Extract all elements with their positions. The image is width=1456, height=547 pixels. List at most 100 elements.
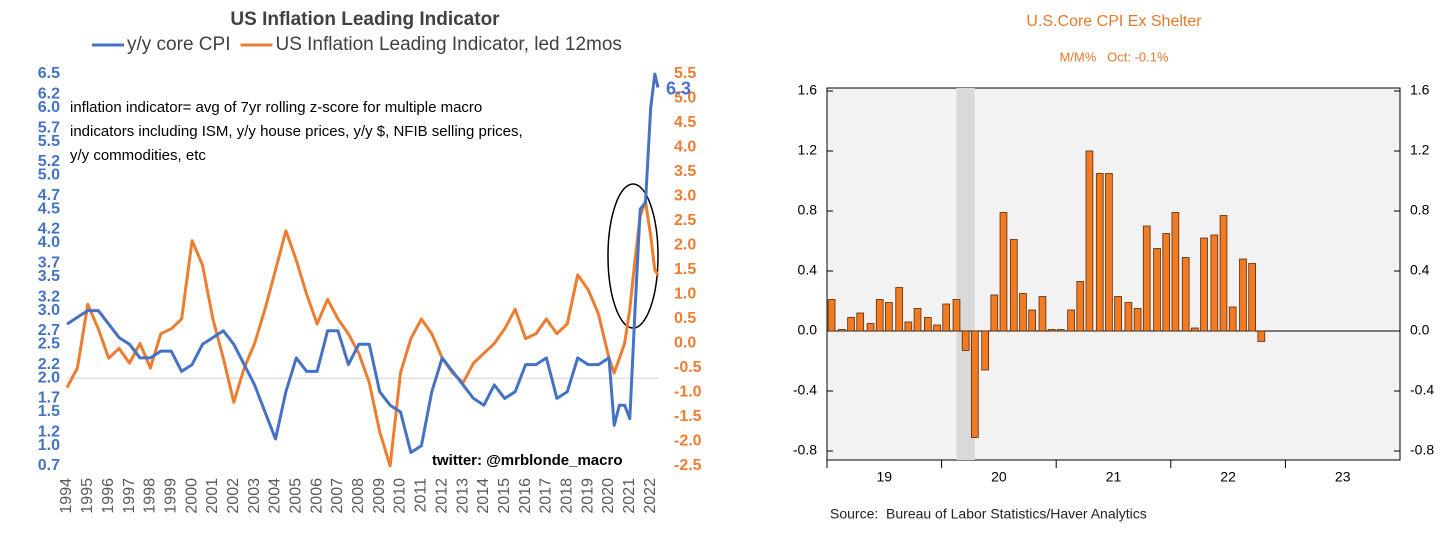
y-tick-label: 4.0 bbox=[38, 234, 60, 251]
y-tick-label: 0.4 bbox=[798, 262, 818, 278]
legend-label: y/y core CPI bbox=[127, 34, 230, 55]
bar bbox=[1228, 306, 1237, 332]
bar bbox=[1257, 330, 1266, 342]
bar bbox=[1038, 296, 1047, 332]
y2-tick-label: -0.4 bbox=[1410, 382, 1434, 398]
chart-title: U.S.Core CPI Ex Shelter bbox=[1026, 13, 1202, 30]
y-tick-label: 3.5 bbox=[38, 268, 60, 285]
x-tick-label: 2015 bbox=[496, 478, 513, 514]
bar bbox=[999, 212, 1008, 332]
y-tick-label: 4.7 bbox=[38, 187, 60, 204]
y-tick-label: 2.2 bbox=[38, 356, 60, 373]
x-tick-label: 2010 bbox=[392, 478, 409, 514]
bar bbox=[1153, 248, 1161, 332]
y2-tick-label: -2.0 bbox=[674, 433, 702, 450]
y2-tick-label: 3.0 bbox=[674, 188, 696, 205]
bar bbox=[961, 330, 970, 351]
y-tick-label: -0.8 bbox=[793, 442, 817, 458]
y2-tick-label: 0.5 bbox=[674, 310, 696, 327]
bar bbox=[952, 299, 961, 332]
y-tick-label: 5.5 bbox=[38, 133, 60, 150]
bar bbox=[942, 303, 951, 332]
y-tick-label: 2.5 bbox=[38, 336, 60, 353]
y-tick-label: 0.8 bbox=[798, 202, 818, 218]
x-tick-label: 1996 bbox=[100, 478, 117, 514]
x-tick-label: 1997 bbox=[121, 478, 138, 514]
annotation: inflation indicator= avg of 7yr rolling … bbox=[70, 99, 482, 116]
y-tick-label: 4.2 bbox=[38, 221, 60, 238]
bar bbox=[1114, 296, 1122, 332]
x-tick-label: 2001 bbox=[204, 478, 221, 514]
y-tick-label: 1.2 bbox=[798, 142, 818, 158]
x-tick-label: 2016 bbox=[517, 478, 534, 514]
legend-label: US Inflation Leading Indicator, led 12mo… bbox=[275, 34, 621, 55]
source: Source: Bureau of Labor Statistics/Haver… bbox=[830, 506, 1147, 522]
bar bbox=[933, 324, 941, 332]
x-tick-label: 2012 bbox=[433, 478, 450, 514]
bar bbox=[866, 323, 875, 332]
bar bbox=[1095, 173, 1104, 332]
bar bbox=[1210, 234, 1219, 332]
y2-tick-label: 1.0 bbox=[674, 286, 696, 303]
x-tick-label: 2018 bbox=[559, 478, 576, 514]
y2-tick-label: -0.8 bbox=[1410, 442, 1434, 458]
bar bbox=[1181, 257, 1190, 332]
bar bbox=[1162, 233, 1171, 332]
y-tick-label: -0.4 bbox=[793, 382, 817, 398]
series-line bbox=[66, 72, 660, 454]
x-tick-label: 1995 bbox=[79, 478, 96, 514]
x-tick-label: 2006 bbox=[308, 478, 325, 514]
y-tick-label: 4.5 bbox=[38, 200, 60, 217]
y-tick-label: 6.0 bbox=[38, 99, 60, 116]
bar bbox=[875, 299, 884, 332]
x-tick-label: 2019 bbox=[579, 478, 596, 514]
bar bbox=[1028, 309, 1036, 332]
bar bbox=[856, 312, 865, 332]
x-tick-label: 2020 bbox=[600, 478, 617, 514]
y2-tick-label: 1.5 bbox=[674, 261, 696, 278]
y2-tick-label: -1.5 bbox=[674, 408, 702, 425]
x-tick-label: 2007 bbox=[329, 478, 346, 514]
bar bbox=[1019, 293, 1027, 332]
chart-subtitle: M/M% Oct: -0.1% bbox=[1059, 49, 1169, 64]
bar bbox=[1248, 263, 1257, 332]
bar bbox=[1200, 237, 1208, 332]
end-label: 6.3 bbox=[666, 78, 691, 98]
bar bbox=[981, 330, 989, 371]
bar bbox=[1056, 329, 1065, 332]
bar bbox=[924, 317, 932, 332]
y2-tick-label: 5.5 bbox=[674, 65, 696, 82]
y-tick-label: 1.7 bbox=[38, 390, 60, 407]
bar bbox=[1085, 150, 1094, 332]
x-tick-label: 1994 bbox=[58, 478, 75, 514]
x-tick-label: 2000 bbox=[183, 478, 200, 514]
y2-tick-label: -2.5 bbox=[674, 457, 702, 474]
bar bbox=[847, 317, 855, 332]
bar bbox=[1076, 281, 1085, 332]
bar bbox=[904, 321, 913, 332]
bar bbox=[1105, 173, 1113, 332]
x-tick-label: 20 bbox=[991, 469, 1007, 485]
y2-tick-label: 0.0 bbox=[674, 335, 696, 352]
y-tick-label: 5.0 bbox=[38, 167, 60, 184]
bar bbox=[1171, 212, 1180, 332]
x-tick-label: 2003 bbox=[246, 478, 263, 514]
y-tick-label: 3.2 bbox=[38, 288, 60, 305]
x-tick-label: 22 bbox=[1220, 469, 1236, 485]
bar bbox=[990, 294, 999, 332]
y2-tick-label: 1.6 bbox=[1410, 82, 1430, 98]
bar bbox=[1067, 309, 1075, 332]
y2-tick-label: 2.5 bbox=[674, 212, 696, 229]
y2-tick-label: 0.0 bbox=[1410, 322, 1430, 338]
y2-tick-label: 0.4 bbox=[1410, 262, 1430, 278]
y2-tick-label: 5.0 bbox=[674, 90, 696, 107]
bar bbox=[895, 287, 904, 332]
x-tick-label: 2021 bbox=[621, 478, 638, 514]
x-tick-label: 2017 bbox=[538, 478, 555, 514]
y-tick-label: 1.0 bbox=[38, 437, 60, 454]
y2-tick-label: 4.5 bbox=[674, 114, 696, 131]
x-tick-label: 2013 bbox=[454, 478, 471, 514]
x-tick-label: 2011 bbox=[413, 478, 430, 513]
bar bbox=[1133, 308, 1142, 332]
